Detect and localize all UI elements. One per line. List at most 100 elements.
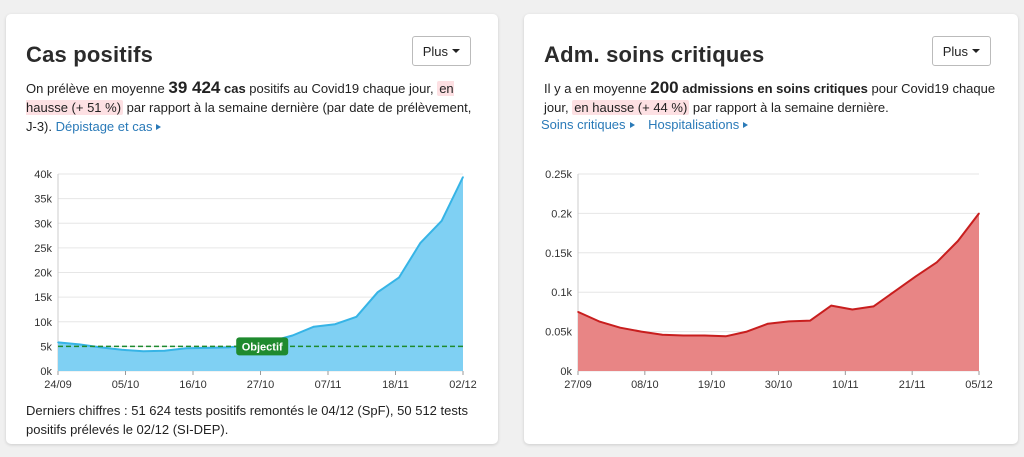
data-point [78,343,81,346]
x-tick-label: 07/11 [315,379,342,391]
x-tick-label: 05/10 [112,379,140,391]
y-tick-label: 0.25k [545,169,572,181]
x-tick-label: 19/10 [698,379,726,391]
x-tick-label: 16/10 [179,379,207,391]
y-tick-label: 10k [34,317,52,329]
y-tick-label: 5k [40,341,52,353]
more-button-label: Plus [942,43,968,59]
y-tick-label: 35k [34,194,52,206]
card-description: Il y a en moyenne 200 admissions en soin… [544,78,1002,117]
more-button[interactable]: Plus [931,36,991,66]
desc-bold: cas [220,81,246,96]
x-tick-label: 02/12 [449,379,477,391]
x-tick-label: 30/10 [765,379,793,391]
data-point [57,341,59,344]
x-tick-label: 18/11 [382,379,409,391]
data-point [142,350,145,353]
triangle-right-icon [743,122,749,128]
link-soins-critiques[interactable]: Soins critiques [541,117,635,132]
cases-card: Cas positifs Plus On prélève en moyenne … [6,14,498,444]
highlight-number: 39 424 [168,78,221,97]
link-depistage-cas[interactable]: Dépistage et cas [56,119,162,134]
data-point [376,291,379,293]
data-point [440,220,443,222]
card-title: Adm. soins critiques [544,42,765,67]
data-point [462,176,464,178]
card-footer: Derniers chiffres : 51 624 tests positif… [26,403,468,437]
card-description: On prélève en moyenne 39 424 cas positif… [26,78,482,136]
data-point [978,212,980,215]
caret-down-icon [972,49,980,53]
data-point [121,349,123,351]
data-point [851,308,854,311]
data-point [355,316,358,318]
data-point [872,305,875,308]
y-tick-label: 15k [34,292,52,304]
data-point [598,320,600,323]
link-label: Dépistage et cas [55,119,153,134]
data-point [809,319,811,322]
data-point [724,335,727,338]
series-area [578,213,979,371]
data-point [313,325,315,328]
data-point [334,323,336,325]
objective-label: Objectif [242,341,283,353]
desc-text: par rapport à la semaine dernière (par d… [26,100,472,134]
card-links: Soins critiques Hospitalisations [541,117,758,132]
y-tick-label: 25k [34,243,52,255]
data-point [185,347,187,350]
x-tick-label: 27/10 [247,379,275,391]
data-point [661,334,664,336]
data-point [767,322,769,325]
desc-text: positifs au Covid19 chaque jour, [245,81,438,96]
x-tick-label: 10/11 [832,379,859,391]
desc-text: On prélève en moyenne [26,81,169,96]
y-tick-label: 0.05k [545,327,572,339]
data-point [206,347,208,349]
data-point [788,320,790,323]
x-tick-label: 21/11 [899,379,926,391]
caret-down-icon [452,49,460,53]
desc-text: Il y a en moyenne [544,81,651,96]
data-point [640,330,643,333]
data-point [163,350,166,352]
triangle-right-icon [156,124,162,130]
highlight-number: 200 [650,78,679,97]
data-point [957,240,959,242]
data-point [936,261,938,264]
more-button[interactable]: Plus [411,36,471,66]
more-button-label: Plus [422,43,448,59]
y-tick-label: 0.15k [545,248,572,260]
icu-card: Adm. soins critiques Plus Il y a en moye… [524,14,1018,444]
y-tick-label: 40k [34,169,52,181]
data-point [419,242,422,244]
data-point [398,276,400,279]
data-point [830,304,833,307]
series-line [577,212,980,338]
data-point [682,334,685,337]
x-tick-label: 05/12 [965,379,993,391]
link-label: Hospitalisations [648,117,740,132]
trend-badge: en hausse (+ 44 %) [572,100,690,115]
data-point [619,326,621,329]
data-point [577,311,579,313]
link-hospitalisations[interactable]: Hospitalisations [648,117,749,132]
data-point [291,334,294,337]
series-area [58,177,463,371]
y-tick-label: 20k [34,268,52,280]
y-tick-label: 30k [34,218,52,230]
x-tick-label: 08/10 [631,379,659,391]
y-tick-label: 0k [40,366,52,378]
x-tick-label: 27/09 [564,379,592,391]
x-tick-label: 24/09 [44,379,72,391]
desc-text: pour Covid19 chaque jour, [544,81,996,115]
data-point [746,330,748,333]
data-point [914,275,917,278]
y-tick-label: 0.2k [551,208,572,220]
link-label: Soins critiques [541,117,626,132]
cases-chart: 0k 5k 10k 15k 20k 25k 30k 35k 40k 24/09 05/10 16/10… [34,169,477,391]
triangle-right-icon [629,122,635,128]
desc-text: par rapport à la semaine dernière. [689,100,889,115]
data-point [703,334,706,337]
card-title: Cas positifs [26,42,154,67]
